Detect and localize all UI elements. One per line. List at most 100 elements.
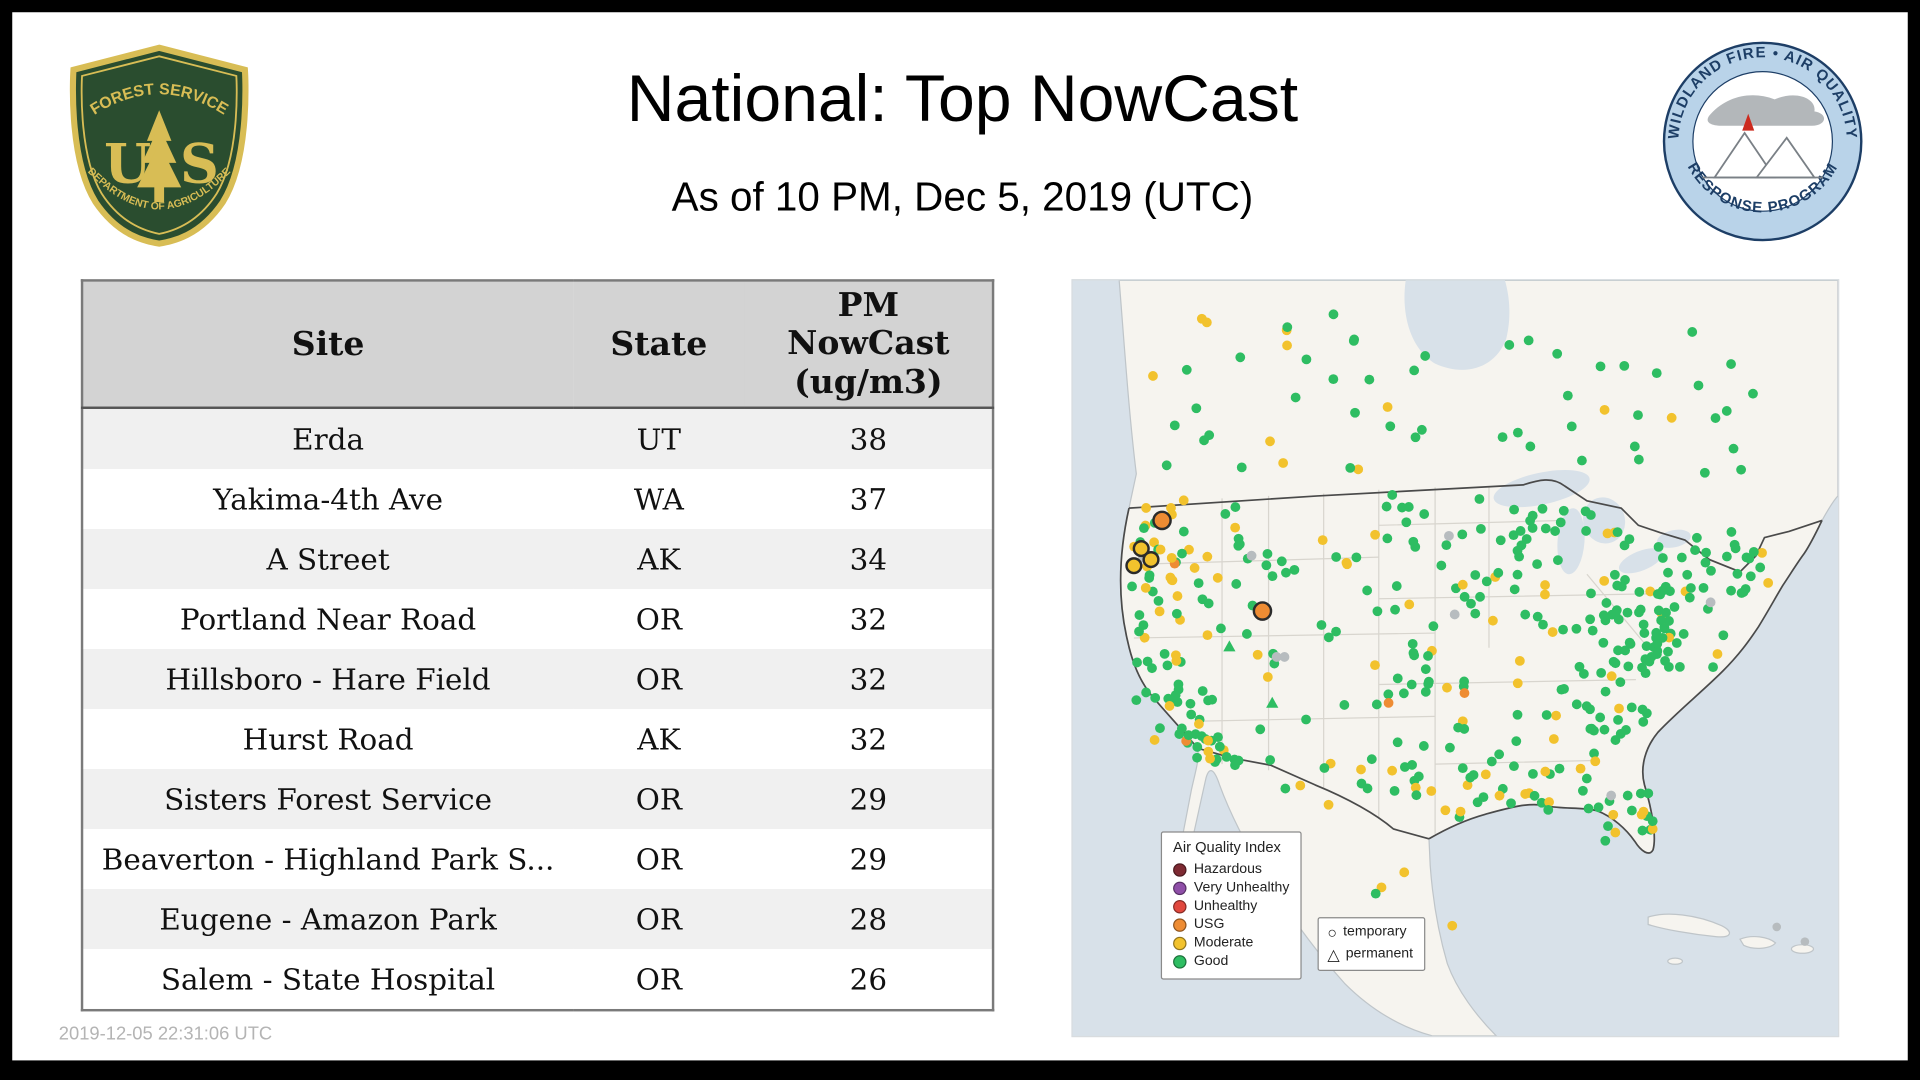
station-dot xyxy=(1172,591,1183,601)
station-dot xyxy=(1555,517,1566,528)
station-dot xyxy=(1159,648,1170,659)
station-dot xyxy=(1614,703,1624,714)
station-dot xyxy=(1651,368,1662,379)
station-dot xyxy=(1527,510,1538,521)
legend-item: Good xyxy=(1173,952,1289,970)
station-dot xyxy=(1608,809,1619,820)
station-dot xyxy=(1193,578,1204,589)
station-dot xyxy=(1706,565,1716,576)
station-dot xyxy=(1398,688,1409,699)
station-dot xyxy=(1144,573,1155,583)
station-dot xyxy=(1581,701,1592,712)
station-dot xyxy=(1624,534,1635,545)
station-dot xyxy=(1441,540,1452,551)
site-cell: Salem - State Hospital xyxy=(82,948,573,1011)
station-dot xyxy=(1674,661,1685,672)
station-dot xyxy=(1387,490,1398,500)
legend-label: Very Unhealthy xyxy=(1193,880,1290,896)
station-dot xyxy=(1586,588,1596,599)
station-dot xyxy=(1590,756,1601,767)
station-dot xyxy=(1401,517,1412,528)
station-dot xyxy=(1629,441,1640,452)
generated-timestamp: 2019-12-05 22:31:06 UTC xyxy=(58,1023,273,1045)
station-dot xyxy=(1419,509,1430,519)
station-dot xyxy=(1595,712,1606,723)
table-row: Hillsboro - Hare Field OR 32 xyxy=(82,648,994,709)
station-dot xyxy=(1600,835,1611,846)
station-dot xyxy=(1613,714,1623,725)
station-dot xyxy=(1732,568,1743,579)
station-dot xyxy=(1571,623,1582,634)
table-row: A Street AK 34 xyxy=(82,528,994,589)
site-cell: Sisters Forest Service xyxy=(82,768,573,829)
site-cell: Yakima-4th Ave xyxy=(82,468,573,529)
station-dot xyxy=(1657,553,1668,563)
state-cell: WA xyxy=(572,468,745,529)
station-dot xyxy=(1447,920,1458,931)
station-dot xyxy=(1610,658,1621,669)
station-dot xyxy=(1552,348,1563,359)
station-dot xyxy=(1639,628,1650,638)
station-dot xyxy=(1566,421,1577,432)
station-dot xyxy=(1202,630,1213,641)
station-dot xyxy=(1242,629,1252,639)
station-dot xyxy=(1726,527,1737,537)
station-dot xyxy=(1612,580,1623,591)
station-dot xyxy=(1619,360,1630,371)
marker-temporary: ○ temporary xyxy=(1327,922,1413,943)
station-dot xyxy=(1581,773,1592,784)
station-dot xyxy=(1356,764,1366,775)
aqi-legend: Air Quality Index Hazardous Very Unhealth… xyxy=(1160,831,1302,980)
station-dot xyxy=(1540,523,1551,534)
col-header-state: State xyxy=(572,280,745,409)
station-dot xyxy=(1638,619,1649,630)
station-dot xyxy=(1139,632,1150,643)
station-dot xyxy=(1165,572,1176,583)
station-dot xyxy=(1586,723,1597,734)
station-dot xyxy=(1525,441,1536,452)
nowcast-table-body: Erda UT 38 Yakima-4th Ave WA 37 A Street AK 34 Po… xyxy=(82,407,994,1011)
station-dot xyxy=(1131,695,1142,706)
hudson-bay xyxy=(1404,280,1510,370)
station-dot xyxy=(1659,623,1670,634)
station-dot xyxy=(1755,562,1766,573)
station-dot xyxy=(1486,756,1497,767)
station-dot xyxy=(1529,790,1540,801)
station-dot xyxy=(1663,567,1673,578)
station-dot xyxy=(1587,625,1598,636)
value-cell: 32 xyxy=(744,648,994,709)
station-dot xyxy=(1540,766,1551,777)
station-dot xyxy=(1800,937,1810,946)
legend-title: Air Quality Index xyxy=(1173,838,1281,856)
station-dot xyxy=(1532,611,1543,622)
great-lakes xyxy=(1493,469,1691,575)
station-dot xyxy=(1155,544,1166,555)
station-dot xyxy=(1426,786,1437,796)
station-dot xyxy=(1748,388,1758,399)
station-dot xyxy=(1652,646,1663,656)
station-dot xyxy=(1626,702,1637,713)
state-cell: AK xyxy=(572,528,745,589)
station-dot xyxy=(1317,535,1328,546)
station-dot xyxy=(1634,587,1645,597)
station-dot xyxy=(1457,529,1468,540)
station-dot xyxy=(1383,697,1394,708)
station-dot xyxy=(1420,686,1431,697)
station-dot xyxy=(1472,797,1483,808)
station-dot xyxy=(1214,741,1225,752)
station-dot xyxy=(1598,610,1609,621)
station-dot xyxy=(1687,327,1698,337)
legend-item: Very Unhealthy xyxy=(1173,879,1289,897)
station-dot xyxy=(1154,606,1165,617)
station-dot xyxy=(1537,503,1548,514)
station-dot xyxy=(1488,615,1498,626)
station-dot xyxy=(1301,714,1311,725)
state-cell: OR xyxy=(572,948,745,1011)
station-dot xyxy=(1682,569,1693,580)
station-dot xyxy=(1371,699,1382,710)
station-dot xyxy=(1189,563,1200,573)
station-dot xyxy=(1221,751,1232,762)
value-cell: 32 xyxy=(744,588,994,649)
station-dot xyxy=(1497,432,1508,443)
